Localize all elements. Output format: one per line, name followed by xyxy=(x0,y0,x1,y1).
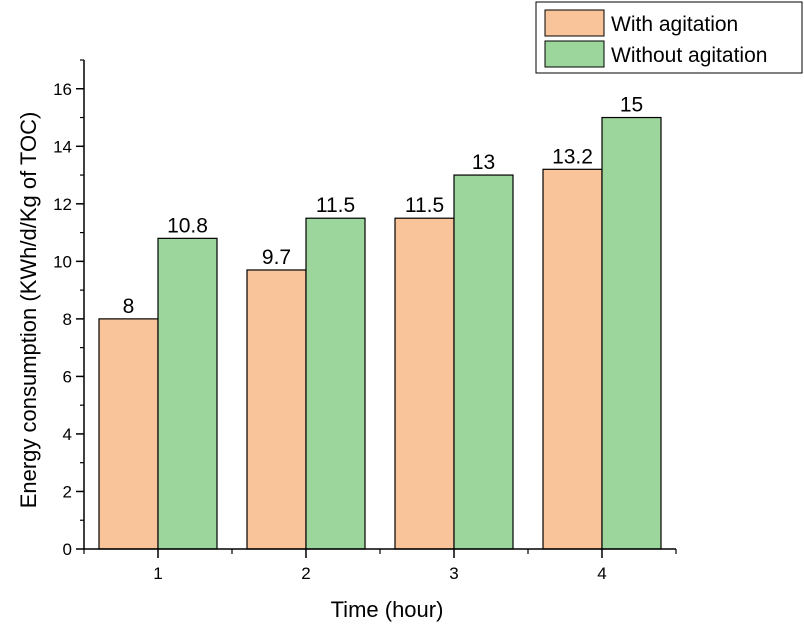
legend-swatch-without-agitation xyxy=(544,40,605,68)
data-labels-layer: 8 10.8 9.7 11.5 11.5 13 13.2 15 xyxy=(123,94,644,318)
y-tick-label-0: 0 xyxy=(63,540,72,559)
y-tick-label-16: 16 xyxy=(53,80,72,99)
y-axis-title: Energy consumption (KWh/d/Kg of TOC) xyxy=(16,112,41,509)
legend: With agitation Without agitation xyxy=(535,1,803,74)
bar-with-agitation-4 xyxy=(542,168,603,550)
legend-swatch-with-agitation xyxy=(544,9,605,37)
data-label-without-agitation-1: 10.8 xyxy=(167,214,208,237)
bar-without-agitation-3 xyxy=(453,174,514,550)
bars-layer xyxy=(98,116,662,550)
bar-without-agitation-2 xyxy=(305,217,366,550)
y-tick-label-8: 8 xyxy=(63,310,72,329)
y-tick-label-10: 10 xyxy=(53,252,72,271)
x-tick-label-4: 4 xyxy=(597,564,606,583)
y-tick-label-2: 2 xyxy=(63,482,72,501)
data-label-without-agitation-3: 13 xyxy=(472,151,495,174)
x-tick-label-2: 2 xyxy=(301,564,310,583)
bar-with-agitation-2 xyxy=(246,269,307,550)
bar-with-agitation-3 xyxy=(394,217,455,550)
legend-label-with-agitation: With agitation xyxy=(611,13,738,36)
x-tick-label-1: 1 xyxy=(153,564,162,583)
data-label-with-agitation-4: 13.2 xyxy=(552,145,593,168)
x-axis-title: Time (hour) xyxy=(331,597,444,622)
data-label-without-agitation-2: 11.5 xyxy=(316,194,355,217)
data-label-with-agitation-1: 8 xyxy=(123,295,135,318)
bar-with-agitation-1 xyxy=(98,318,159,550)
y-tick-label-4: 4 xyxy=(63,425,72,444)
y-tick-label-6: 6 xyxy=(63,367,72,386)
bar-without-agitation-4 xyxy=(601,116,662,550)
data-label-with-agitation-3: 11.5 xyxy=(405,194,444,217)
x-tick-label-3: 3 xyxy=(449,564,458,583)
y-tick-label-12: 12 xyxy=(53,195,72,214)
data-label-without-agitation-4: 15 xyxy=(620,94,643,117)
y-tick-label-14: 14 xyxy=(53,137,72,156)
data-label-with-agitation-2: 9.7 xyxy=(262,246,291,269)
legend-label-without-agitation: Without agitation xyxy=(611,44,767,67)
bar-without-agitation-1 xyxy=(157,237,218,550)
